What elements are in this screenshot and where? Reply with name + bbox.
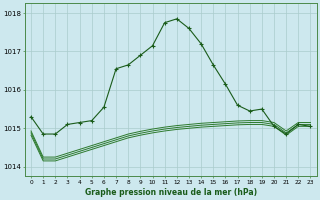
X-axis label: Graphe pression niveau de la mer (hPa): Graphe pression niveau de la mer (hPa) [85, 188, 257, 197]
